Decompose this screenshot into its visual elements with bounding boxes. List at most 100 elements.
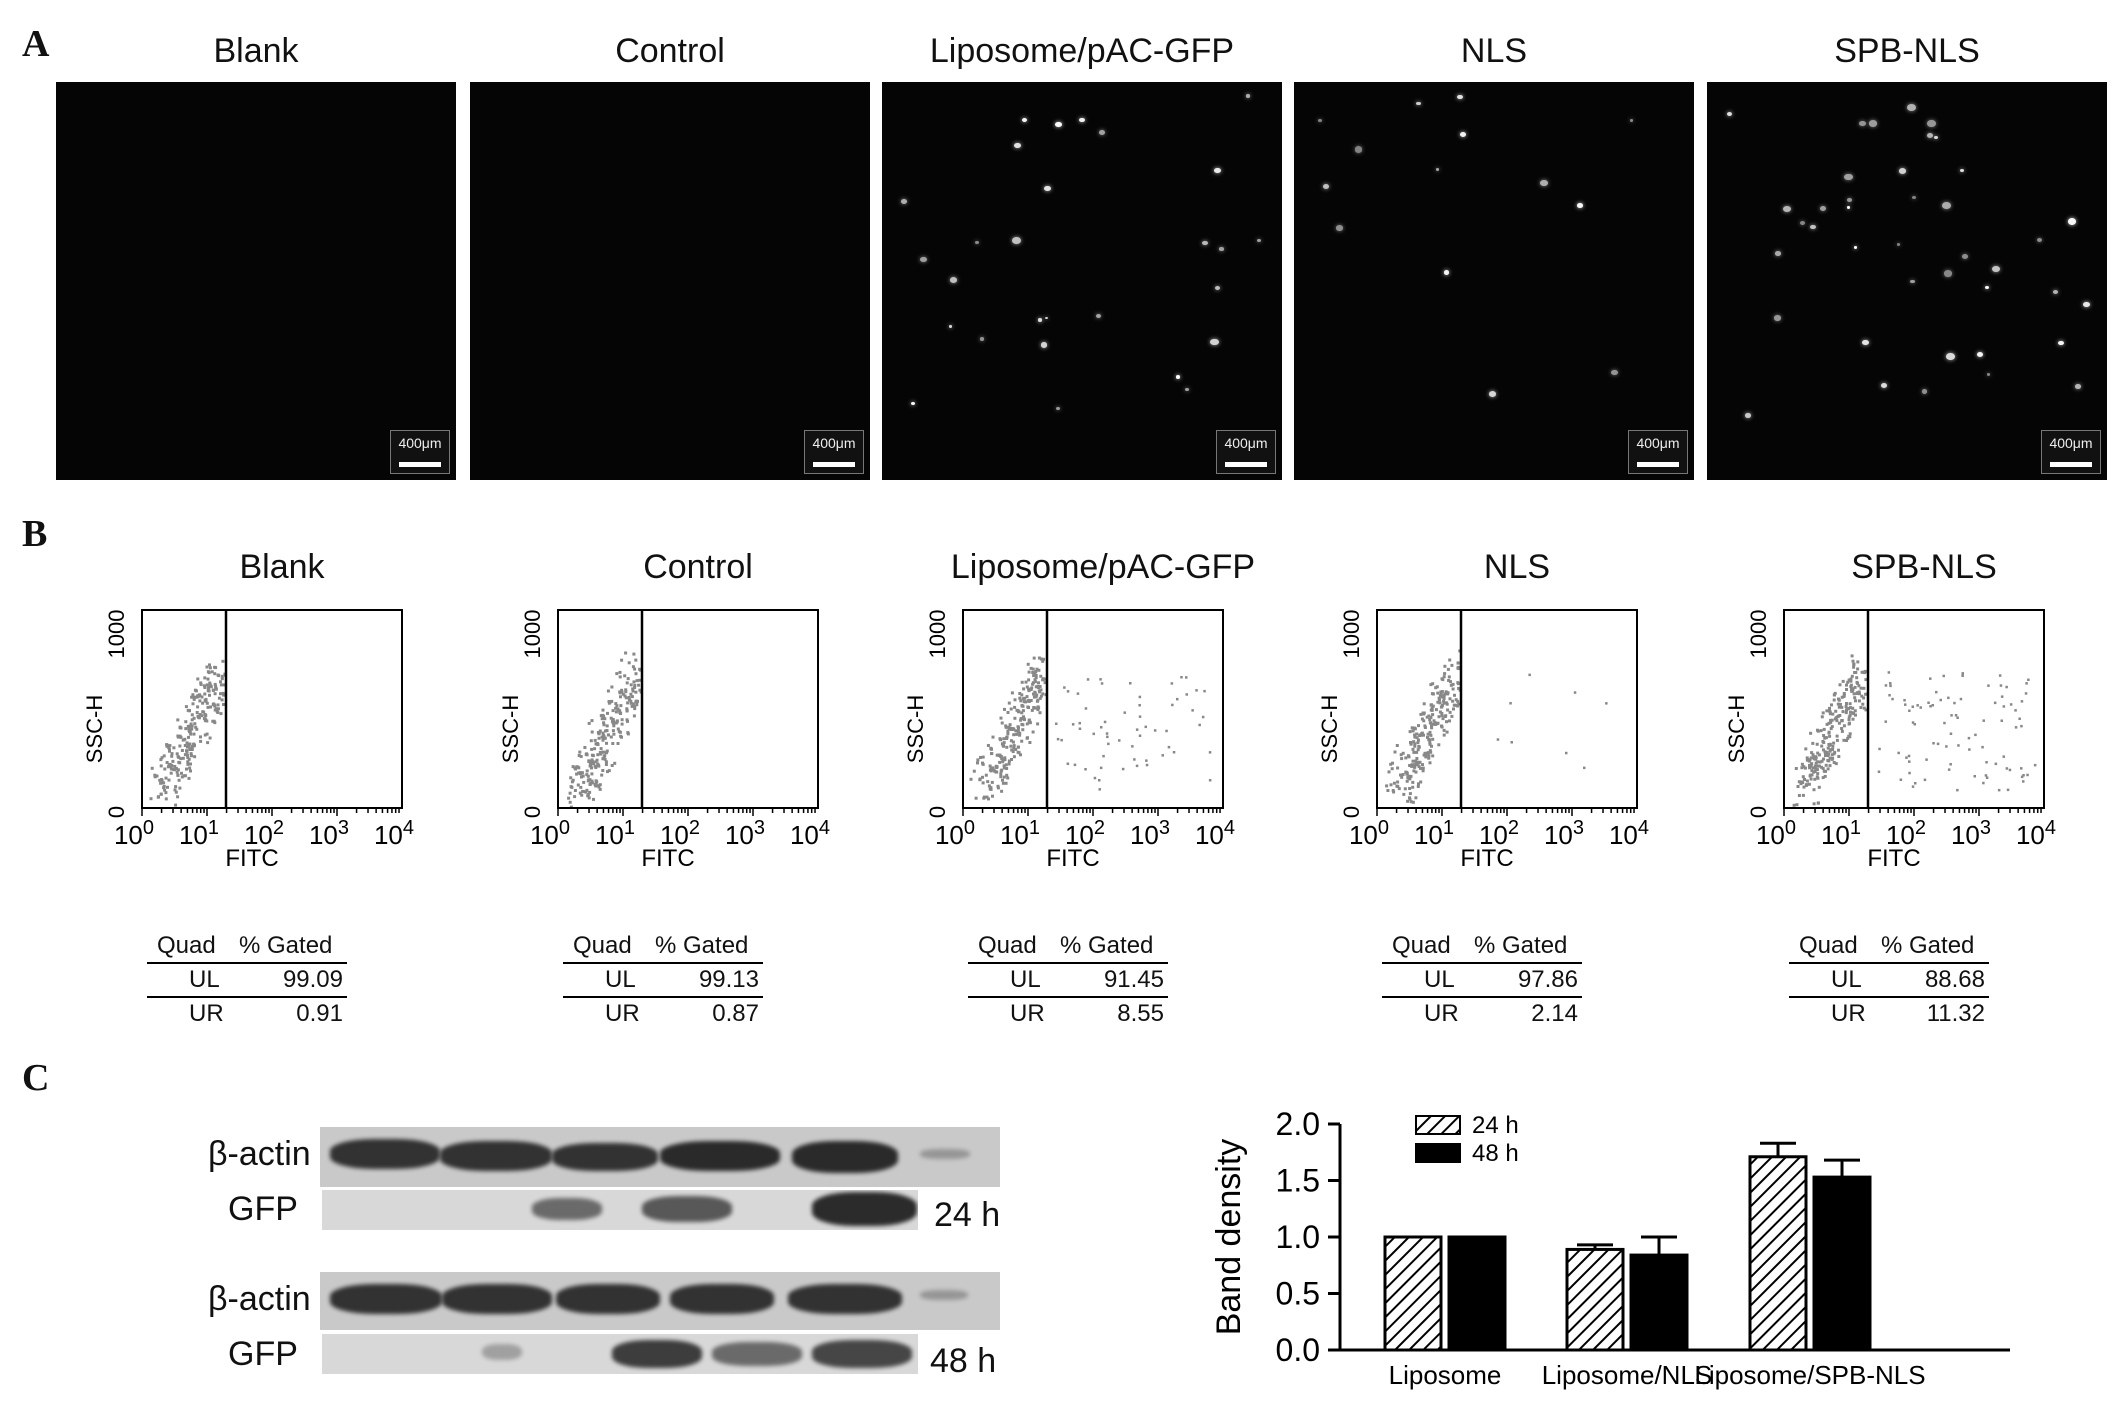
flow-event-point [1041, 692, 1045, 696]
quad-header-label: Quad [1392, 932, 1451, 959]
flow-event-point [1440, 690, 1444, 694]
flow-event-point [1044, 677, 1047, 681]
flow-event-point [1817, 753, 1821, 757]
flow-event-point [1829, 727, 1833, 730]
fluorescent-cell [1960, 168, 1965, 173]
flow-event-point [1396, 780, 1400, 784]
flow-event-point [1408, 796, 1411, 800]
flow-event-point [1448, 697, 1452, 701]
flow-event-point [186, 753, 189, 757]
flow-event-point [1103, 720, 1107, 724]
flow-event-point [1573, 691, 1577, 694]
flow-event-point [1827, 752, 1830, 756]
flow-event-point [597, 784, 600, 788]
flow-event-point [991, 766, 995, 770]
fluorescent-cell [1457, 94, 1464, 100]
flow-event-point [199, 739, 203, 743]
flow-event-point [590, 779, 594, 783]
y-tick-label: 0.0 [1276, 1332, 1320, 1368]
flow-event-point [1020, 680, 1024, 684]
bar-48h-1 [1629, 1253, 1689, 1352]
flow-event-point [1034, 670, 1038, 673]
flow-event-point [596, 753, 600, 757]
flow-event-point [1811, 753, 1815, 757]
flow-event-point [1118, 739, 1121, 742]
x-axis-label: FITC [1046, 845, 1099, 872]
quad-name: UL [1424, 966, 1455, 993]
flow-event-point [999, 755, 1003, 759]
flow-event-point [1034, 695, 1038, 699]
flow-event-point [1826, 767, 1830, 771]
flow-event-point [1828, 764, 1832, 768]
gated-percent: 0.91 [296, 1000, 343, 1027]
flow-event-point [214, 687, 218, 690]
flow-event-point [1810, 762, 1814, 766]
flow-scatter-plot: 0 1000 SSC-H 100 101 102 103 104 FITC [82, 609, 414, 872]
flow-event-point [1811, 741, 1815, 745]
blot-band [330, 1139, 440, 1169]
flow-event-point [167, 778, 171, 782]
flow-event-point [1020, 693, 1024, 697]
flow-event-point [1003, 756, 1007, 760]
flow-event-point [217, 696, 221, 700]
flow-event-point [1153, 729, 1157, 732]
flow-event-point [1845, 702, 1848, 705]
fluorescent-cell [1335, 225, 1343, 231]
flow-event-point [1431, 704, 1435, 708]
flow-event-point [988, 764, 992, 768]
flow-event-point [1428, 721, 1432, 725]
flow-event-point [2020, 775, 2024, 779]
flow-event-point [1804, 747, 1808, 751]
flow-event-point [1440, 695, 1444, 699]
flow-event-point [602, 721, 606, 725]
fluorescent-cell [1820, 205, 1827, 211]
flow-event-point [612, 724, 616, 728]
flow-event-point [1847, 718, 1851, 722]
gated-percent: 2.14 [1531, 1000, 1578, 1027]
flow-event-point [208, 663, 211, 667]
flow-event-point [1908, 709, 1911, 712]
flow-event-point [1440, 724, 1443, 728]
fluorescent-cell [1944, 270, 1953, 277]
x-tick-label: 104 [1609, 817, 1649, 850]
flow-event-point [212, 688, 215, 692]
flow-event-point [1888, 694, 1891, 697]
blot-band [440, 1141, 552, 1171]
y-axis-label: SSC-H [1317, 695, 1342, 763]
flow-event-point [1818, 760, 1822, 764]
flow-event-point [1448, 658, 1452, 662]
flow-event-point [1931, 704, 1934, 707]
flow-event-point [1832, 741, 1836, 745]
flow-event-point [1019, 717, 1023, 721]
blot-strip-actin-24h [320, 1127, 1000, 1187]
flow-plot-frame [557, 609, 819, 809]
flow-event-point [1446, 708, 1450, 712]
flow-event-point [184, 705, 188, 709]
flow-event-point [1144, 725, 1147, 729]
fluorescent-cell [1317, 118, 1322, 123]
flow-event-point [1411, 785, 1415, 789]
flow-event-point [630, 704, 634, 708]
quad-table-header: Quad % Gated [1382, 932, 1582, 964]
flow-event-point [598, 729, 602, 733]
flow-event-point [1022, 687, 1026, 691]
flow-event-point [1020, 711, 1024, 715]
flow-event-point [612, 732, 616, 736]
flow-event-point [1430, 706, 1434, 710]
blot-row-label: β-actin [208, 1135, 311, 1173]
flow-event-point [1020, 739, 1024, 743]
y-tick-label: 1000 [1339, 610, 1364, 659]
flow-event-point [1408, 730, 1412, 734]
flow-event-point [602, 714, 606, 718]
flow-event-point [1932, 742, 1935, 745]
fluorescent-cell [1933, 135, 1939, 140]
flow-event-point [1828, 712, 1832, 716]
flow-event-point [573, 795, 577, 799]
fluorescent-cell [1927, 120, 1936, 127]
fluorescent-cell [1099, 130, 1106, 135]
flow-event-point [219, 712, 223, 716]
flow-event-point [2002, 755, 2005, 758]
x-tick-label: 104 [2016, 817, 2056, 850]
flow-event-point [1138, 715, 1142, 718]
microscopy-image: 400μm [470, 82, 870, 480]
